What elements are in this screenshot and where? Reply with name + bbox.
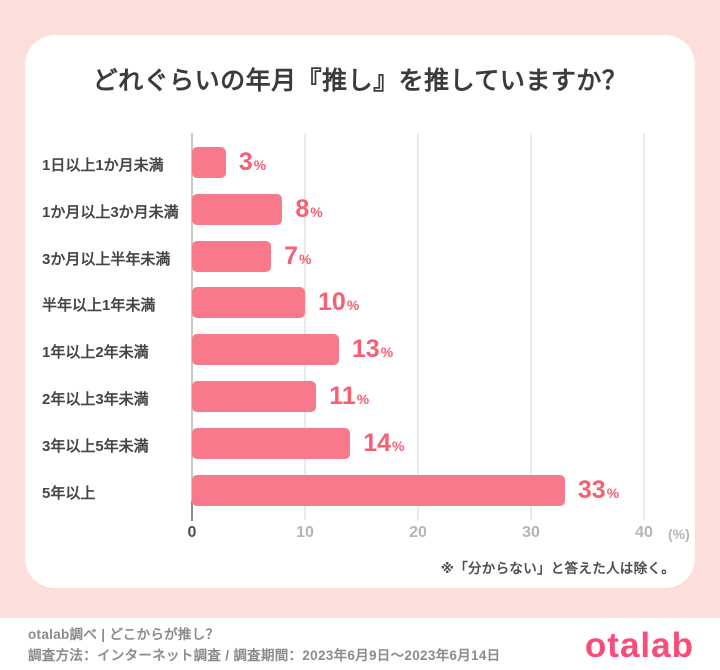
value-unit: % [606,484,620,501]
value-unit: % [253,157,267,173]
footer-method-line: 調査方法：インターネット調査 / 調査期間：2023年6月9日〜2023年6月1… [28,648,501,663]
bar [192,334,339,366]
footer-source-line: otalab調べ | どこからが推し？ [28,627,220,642]
chart-title: どれぐらいの年月『推し』を推していますか？ [92,67,628,95]
bar [192,474,565,506]
value-label: 33% [578,476,619,505]
x-axis-tick-20: 20 [409,524,427,541]
bar [192,240,272,272]
value-unit: % [380,344,394,361]
otalab-logo: otalab [584,626,694,665]
value-label: 13% [352,335,393,364]
gridline-0 [191,133,193,520]
x-axis-tick-30: 30 [522,524,540,541]
value-number: 14 [363,428,391,457]
bar [192,287,305,319]
footer: otalab調べ | どこからが推し？ 調査方法：インターネット調査 / 調査期… [0,618,720,670]
bar [192,381,317,412]
value-unit: % [356,391,370,407]
value-number: 13 [351,335,380,364]
value-number: 8 [295,194,310,223]
value-unit: % [346,297,360,314]
category-label: 1年以上2年未満 [42,344,149,362]
gridline-20 [417,133,419,520]
value-label: 8% [295,195,322,224]
zero-tick-mark [191,501,193,521]
value-number: 33 [577,475,606,504]
category-label: 5年以上 [42,484,96,502]
footer-text: otalab調べ | どこからが推し？ 調査方法：インターネット調査 / 調査期… [28,624,500,666]
value-number: 10 [318,288,346,317]
value-label: 7% [284,242,311,271]
x-axis-tick-0: 0 [187,524,197,541]
x-axis-tick-40: 40 [635,524,653,541]
gridline-10 [304,133,306,520]
value-number: 7 [284,241,298,270]
category-label: 1か月以上3か月未満 [42,203,179,221]
bar [192,147,226,178]
x-axis-unit-suffix: (%) [668,526,690,542]
bar [192,427,351,459]
chart-card: どれぐらいの年月『推し』を推していますか？ 0 10 20 30 40 (%) 1日以上1か… [25,35,695,588]
value-label: 11% [329,382,369,411]
category-label: 3か月以上半年未満 [42,250,171,268]
chart-footnote: ※「分からない」と答えた人は除く。 [440,561,675,576]
value-unit: % [299,250,312,267]
x-axis-tick-10: 10 [296,524,314,541]
category-label: 半年以上1年未満 [42,297,156,315]
category-label: 3年以上5年未満 [42,437,149,455]
value-label: 14% [363,429,404,458]
bar [192,193,283,225]
category-label: 1日以上1か月未満 [42,157,164,174]
value-number: 3 [238,148,253,176]
value-unit: % [392,437,405,454]
value-label: 3% [239,148,266,177]
value-label: 10% [318,288,359,317]
gridline-30 [530,133,532,520]
bar-chart: 0 10 20 30 40 (%) 1日以上1か月未満 3% 1か月以上3か月未満 8% 3か月以上… [42,133,690,542]
category-label: 2年以上3年未満 [42,391,149,408]
gridline-40 [643,133,645,520]
value-number: 11 [329,382,356,410]
value-unit: % [310,203,323,220]
